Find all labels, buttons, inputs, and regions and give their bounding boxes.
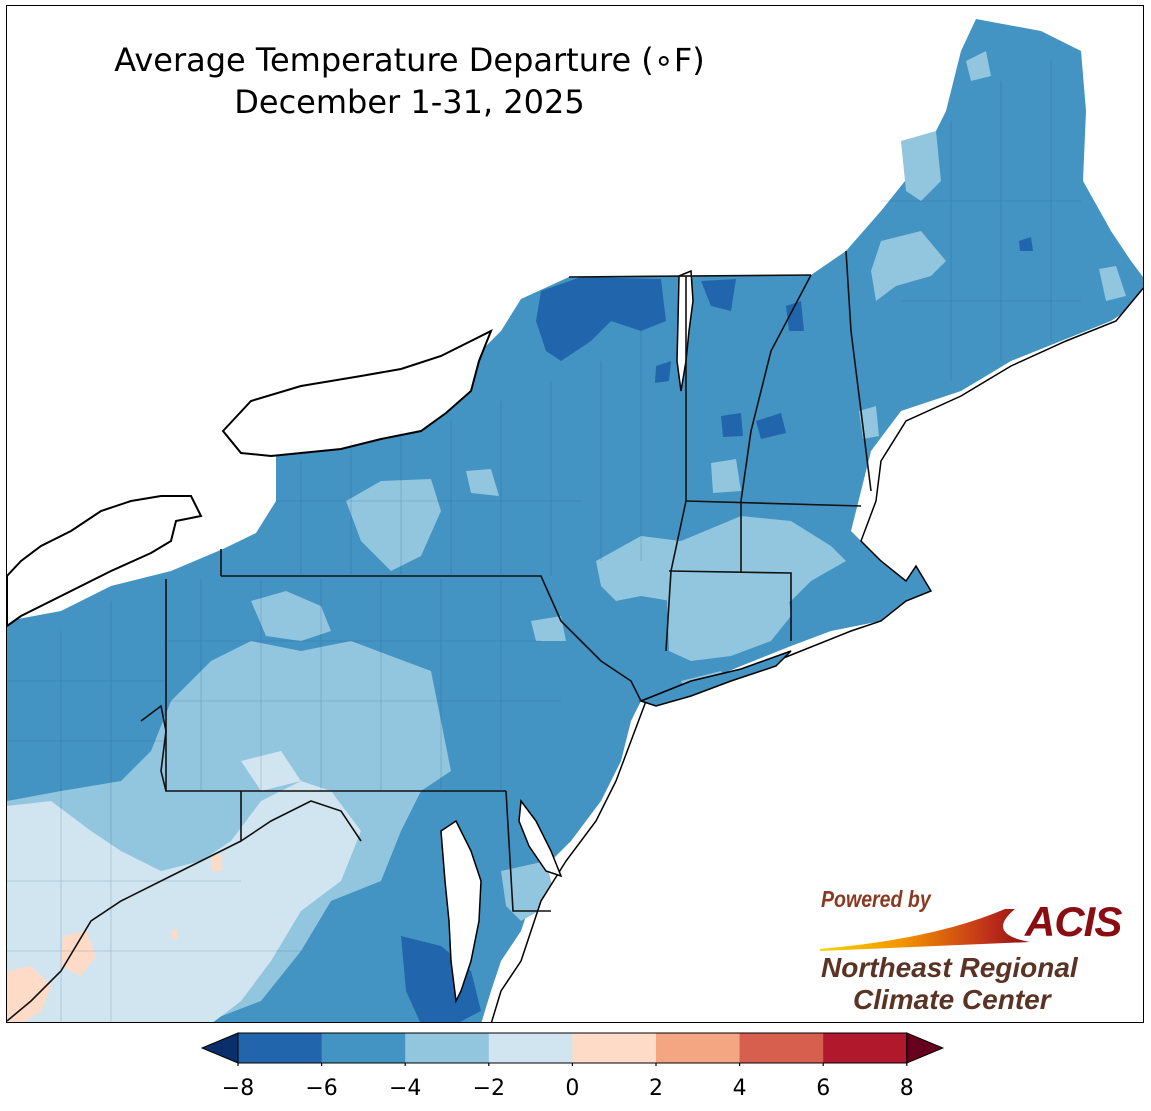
temperature-departure-map	[7, 19, 1143, 1022]
legend-swatch	[739, 1033, 824, 1063]
powered-by-label: Powered by	[821, 886, 931, 912]
county-lines	[7, 61, 1081, 1022]
legend-extend-high	[906, 1032, 945, 1064]
acis-wordmark: ACIS	[1025, 898, 1122, 945]
legend-tick-label: −6	[305, 1076, 338, 1101]
legend-tick-label: 6	[816, 1076, 831, 1101]
legend-tick-label: 2	[649, 1076, 663, 1101]
legend-tick-label: −8	[221, 1076, 255, 1101]
legend-tick-label: −2	[472, 1076, 506, 1101]
lake-ontario	[221, 328, 493, 458]
acis-swoosh-graphic	[820, 909, 1030, 951]
lake-erie	[7, 495, 203, 628]
delaware-bay	[518, 799, 563, 878]
legend-tick-label: 8	[899, 1076, 914, 1101]
legend-swatch	[405, 1033, 490, 1063]
legend-swatch	[572, 1033, 657, 1063]
legend-swatch	[823, 1033, 908, 1063]
legend-extend-low	[200, 1032, 239, 1064]
legend-swatch	[238, 1033, 323, 1063]
region-northern-ny-cold	[536, 277, 666, 361]
legend-swatch	[321, 1033, 406, 1063]
legend-swatch	[488, 1033, 573, 1063]
map-subtitle: December 1-31, 2025	[234, 83, 585, 121]
map-title: Average Temperature Departure (∘F)	[114, 41, 705, 79]
chesapeake-bay	[440, 819, 482, 1004]
legend-tick-label: 0	[565, 1076, 580, 1101]
color-legend-bar	[200, 1032, 945, 1066]
region-southwest-near-normal	[7, 781, 361, 1022]
legend-tick-label: −4	[388, 1076, 422, 1101]
nrcc-name-line2: Climate Center	[853, 984, 1051, 1015]
legend-tick-label: 4	[732, 1076, 747, 1101]
region-southwest-warm	[7, 966, 51, 1022]
map-frame: Average Temperature Departure (∘F) Decem…	[6, 5, 1144, 1023]
long-island	[638, 650, 792, 707]
legend-swatch	[656, 1033, 741, 1063]
state-borders	[7, 250, 872, 1022]
nrcc-name-line1: Northeast Regional	[821, 952, 1078, 983]
acis-nrcc-logo: Powered by ACIS Northeast Regional Clima…	[815, 884, 1135, 1019]
